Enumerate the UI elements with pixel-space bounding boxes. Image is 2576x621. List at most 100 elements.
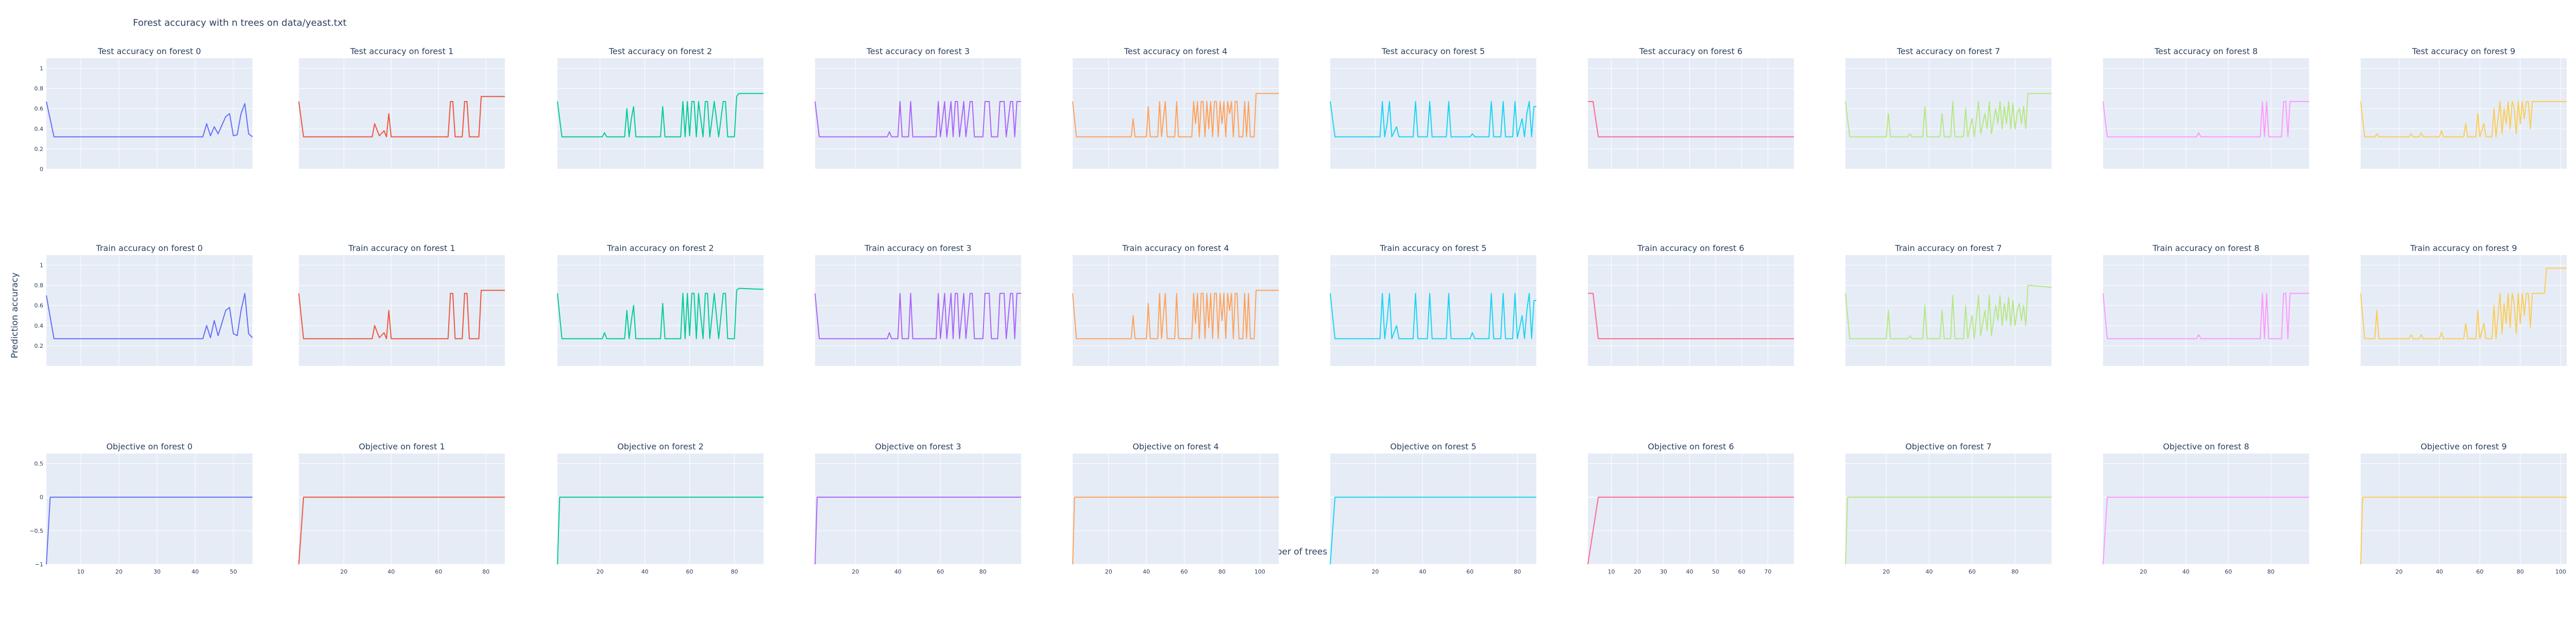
y-tick-label: −1 (35, 561, 43, 568)
panel-train-forest-3: Train accuracy on forest 3 (815, 243, 1021, 366)
panel-test-forest-5: Test accuracy on forest 5 (1330, 46, 1536, 170)
series-line-test-forest-0 (46, 101, 253, 138)
subplot-title: Objective on forest 2 (617, 442, 703, 451)
subplot-title: Test accuracy on forest 4 (1124, 46, 1227, 56)
plot-background (1845, 454, 2052, 564)
series-line-test-forest-2 (557, 93, 764, 138)
x-tick-label: 20 (340, 568, 347, 575)
x-tick-label: 100 (1255, 568, 1265, 575)
panel-train-forest-4: Train accuracy on forest 4 (1072, 243, 1279, 366)
plot-background (815, 58, 1021, 169)
x-tick-label: 50 (230, 568, 237, 575)
x-tick-label: 80 (979, 568, 987, 575)
x-tick-label: 20 (2140, 568, 2147, 575)
panel-test-forest-9: Test accuracy on forest 9 (2360, 46, 2567, 170)
x-tick-label: 20 (597, 568, 604, 575)
subplot-title: Test accuracy on forest 0 (97, 46, 201, 56)
x-tick-label: 50 (1712, 568, 1719, 575)
chart-title: Forest accuracy with n trees on data/yea… (133, 18, 347, 28)
x-tick-label: 40 (1926, 568, 1933, 575)
series-line-test-forest-3 (815, 101, 1021, 138)
x-tick-label: 60 (2476, 568, 2483, 575)
x-tick-label: 60 (2225, 568, 2232, 575)
x-tick-label: 40 (1419, 568, 1426, 575)
x-tick-label: 70 (1764, 568, 1771, 575)
subplot-title: Objective on forest 3 (875, 442, 961, 451)
subplot-title: Objective on forest 7 (1905, 442, 1991, 451)
x-tick-label: 60 (1738, 568, 1745, 575)
panel-objective-forest-9: 20 40 60 80 100 Objective on forest 9 (2360, 442, 2567, 575)
subplot-title: Test accuracy on forest 9 (2412, 46, 2515, 56)
subplot-title: Test accuracy on forest 6 (1639, 46, 1742, 56)
x-tick-label: 20 (1634, 568, 1641, 575)
panel-objective-forest-6: 10 20 30 40 50 60 70 Objective on forest 6 (1587, 442, 1794, 575)
subplot-title: Test accuracy on forest 5 (1381, 46, 1485, 56)
x-tick-label: 60 (435, 568, 442, 575)
panel-train-forest-7: Train accuracy on forest 7 (1845, 243, 2052, 366)
panel-test-forest-7: Test accuracy on forest 7 (1845, 46, 2052, 170)
y-tick-label: 0.8 (35, 86, 44, 92)
series-line-train-forest-6 (1588, 293, 1794, 340)
subplot-title: Train accuracy on forest 7 (1894, 243, 2002, 253)
y-tick-label: 0.4 (35, 126, 44, 132)
x-tick-label: 40 (1143, 568, 1150, 575)
x-tick-label: 20 (2396, 568, 2403, 575)
panels: 0 0.2 0.4 0.6 0.8 1 Test accuracy on forest 0 T… (29, 46, 2567, 575)
subplot-title: Train accuracy on forest 0 (95, 243, 202, 253)
x-tick-label: 20 (115, 568, 123, 575)
plot-background (2103, 255, 2309, 366)
x-tick-label: 20 (1105, 568, 1112, 575)
plot-background (2361, 454, 2567, 564)
panel-train-forest-0: 0.2 0.4 0.6 0.8 1 Train accuracy on forest 0 (35, 243, 253, 366)
series-line-objective-forest-3 (815, 496, 1021, 565)
subplot-title: Train accuracy on forest 8 (2152, 243, 2259, 253)
subplot-title: Train accuracy on forest 4 (1122, 243, 1229, 253)
x-tick-label: 40 (2182, 568, 2190, 575)
plot-background (299, 58, 505, 169)
plot-background (1330, 255, 1536, 366)
y-tick-label: 1 (40, 262, 43, 269)
plot-background (46, 255, 252, 366)
x-tick-label: 80 (731, 568, 738, 575)
series-line-train-forest-5 (1330, 293, 1536, 340)
series-line-train-forest-8 (2103, 293, 2309, 340)
plot-background (46, 58, 252, 169)
x-tick-label: 80 (2517, 568, 2524, 575)
x-tick-label: 30 (1660, 568, 1667, 575)
x-tick-label: 20 (1371, 568, 1379, 575)
series-line-train-forest-9 (2360, 267, 2567, 340)
subplot-title: Objective on forest 5 (1390, 442, 1476, 451)
series-line-test-forest-9 (2360, 101, 2567, 138)
panel-test-forest-3: Test accuracy on forest 3 (815, 46, 1021, 170)
plot-background (46, 454, 252, 564)
x-tick-label: 30 (154, 568, 161, 575)
panel-train-forest-9: Train accuracy on forest 9 (2360, 243, 2567, 366)
subplot-title: Test accuracy on forest 7 (1896, 46, 2000, 56)
y-tick-label: 0.6 (35, 303, 44, 309)
x-tick-label: 40 (1686, 568, 1693, 575)
plot-background (815, 454, 1021, 564)
x-tick-label: 10 (1608, 568, 1615, 575)
panel-objective-forest-4: 20 40 60 80 100 Objective on forest 4 (1072, 442, 1279, 575)
y-tick-label: 0 (40, 166, 43, 173)
plot-background (2103, 454, 2309, 564)
y-tick-label: −0.5 (29, 528, 43, 534)
series-line-train-forest-4 (1072, 290, 1279, 340)
panel-objective-forest-8: 20 40 60 80 Objective on forest 8 (2103, 442, 2309, 575)
series-line-train-forest-7 (1845, 284, 2052, 340)
subplot-title: Train accuracy on forest 1 (348, 243, 455, 253)
plot-background (1588, 255, 1794, 366)
plot-background (1845, 58, 2052, 169)
x-tick-label: 10 (77, 568, 84, 575)
plot-background (1588, 454, 1794, 564)
series-line-objective-forest-1 (298, 496, 505, 565)
y-tick-label: 1 (40, 65, 43, 72)
plot-background (1330, 454, 1536, 564)
plot-background (1588, 58, 1794, 169)
y-tick-label: 0.5 (35, 461, 44, 467)
panel-test-forest-4: Test accuracy on forest 4 (1072, 46, 1279, 170)
plot-background (2103, 58, 2309, 169)
x-tick-label: 80 (2011, 568, 2019, 575)
x-tick-label: 80 (482, 568, 489, 575)
subplot-title: Train accuracy on forest 6 (1637, 243, 1744, 253)
